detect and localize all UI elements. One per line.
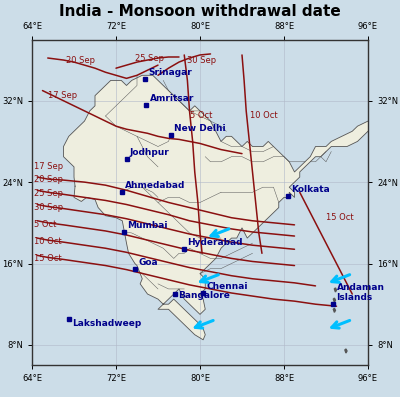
Text: 10 Oct: 10 Oct: [250, 112, 278, 121]
Text: 5 Oct: 5 Oct: [34, 220, 56, 229]
Polygon shape: [334, 288, 336, 292]
Text: 15 Oct: 15 Oct: [326, 213, 354, 222]
Text: 17 Sep: 17 Sep: [34, 162, 63, 172]
Text: 30 Sep: 30 Sep: [34, 203, 63, 212]
Text: Ahmedabad: Ahmedabad: [126, 181, 186, 190]
Polygon shape: [345, 349, 347, 353]
Text: Jodhpur: Jodhpur: [130, 148, 169, 157]
Text: New Delhi: New Delhi: [174, 124, 225, 133]
Text: 20 Sep: 20 Sep: [66, 56, 95, 65]
Text: 25 Sep: 25 Sep: [34, 189, 63, 198]
Title: India - Monsoon withdrawal date: India - Monsoon withdrawal date: [59, 4, 341, 19]
Text: 15 Oct: 15 Oct: [34, 254, 62, 263]
Text: Kolkata: Kolkata: [291, 185, 330, 195]
Text: 25 Sep: 25 Sep: [135, 54, 164, 62]
Text: Bangalore: Bangalore: [178, 291, 230, 300]
Text: Andaman
Islands: Andaman Islands: [336, 283, 384, 302]
Polygon shape: [333, 308, 336, 312]
Text: Chennai: Chennai: [206, 282, 248, 291]
Text: 30 Sep: 30 Sep: [187, 56, 216, 65]
Text: Mumbai: Mumbai: [128, 221, 168, 230]
Polygon shape: [333, 298, 336, 302]
Text: 5 Oct: 5 Oct: [190, 112, 212, 121]
Text: 10 Oct: 10 Oct: [34, 237, 62, 246]
Text: Goa: Goa: [138, 258, 158, 266]
Text: 17 Sep: 17 Sep: [48, 91, 77, 100]
Text: 20 Sep: 20 Sep: [34, 175, 63, 183]
Text: Lakshadweep: Lakshadweep: [72, 319, 141, 328]
Polygon shape: [64, 75, 373, 340]
Text: Amritsar: Amritsar: [150, 94, 194, 103]
Text: Hyderabad: Hyderabad: [187, 238, 243, 247]
Text: Srinagar: Srinagar: [148, 68, 192, 77]
